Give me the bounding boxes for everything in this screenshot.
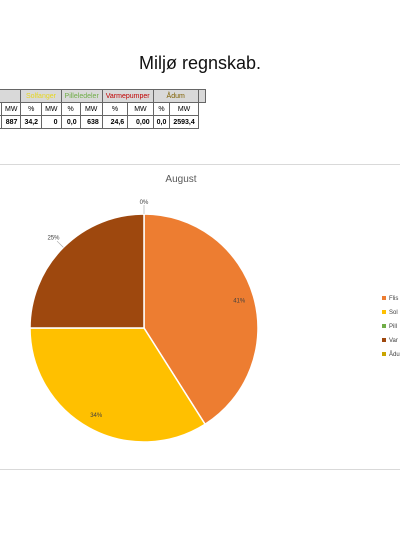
value-cell: 0 xyxy=(41,115,62,129)
chart-title: August xyxy=(165,174,197,185)
group-varmepumper: Varmepumper xyxy=(101,89,154,103)
stats-table: Solfanger Pilleledeler Varmepumper Ådum … xyxy=(0,89,206,129)
legend-label: Ådu xyxy=(389,352,400,358)
group-total xyxy=(197,89,206,103)
legend-swatch xyxy=(382,324,386,329)
legend-swatch xyxy=(382,338,386,343)
group-header-cell xyxy=(0,89,22,103)
leader-line xyxy=(56,240,64,248)
legend-label: Sol xyxy=(389,310,398,316)
legend-swatch xyxy=(382,296,386,301)
legend-swatch xyxy=(382,352,386,357)
legend-swatch xyxy=(382,310,386,315)
pie-slice-sol xyxy=(29,327,207,443)
group-adum: Ådum xyxy=(152,89,199,103)
legend-label: Flis xyxy=(389,296,399,302)
value-cell: 887 xyxy=(0,115,22,129)
legend-label: Pill xyxy=(389,324,398,330)
legend-item: Flis xyxy=(382,292,400,306)
value-cell: 0,00 xyxy=(127,115,154,129)
data-label: 25% xyxy=(47,235,60,241)
page-title: Miljø regnskab. xyxy=(138,53,262,73)
legend-item: Sol xyxy=(382,306,400,320)
data-label: 0% xyxy=(140,200,149,206)
chart-area xyxy=(0,164,400,470)
legend-item: Var xyxy=(382,334,400,348)
stats-group-row: Solfanger Pilleledeler Varmepumper Ådum xyxy=(0,89,206,103)
legend-item: Pill xyxy=(382,320,400,334)
value-cell: 2593,4 xyxy=(169,115,199,129)
legend-item: Ådu xyxy=(382,348,400,362)
data-label: 34% xyxy=(90,413,103,419)
chart-legend: Flis Sol Pill Var Ådu xyxy=(382,292,400,362)
legend-label: Var xyxy=(389,338,398,344)
data-label: 41% xyxy=(233,298,246,304)
pie-slice-var xyxy=(29,213,145,329)
stats-value-row: 887 34,2 0 0,0 638 24,6 0,00 0,0 2593,4 xyxy=(0,115,205,129)
